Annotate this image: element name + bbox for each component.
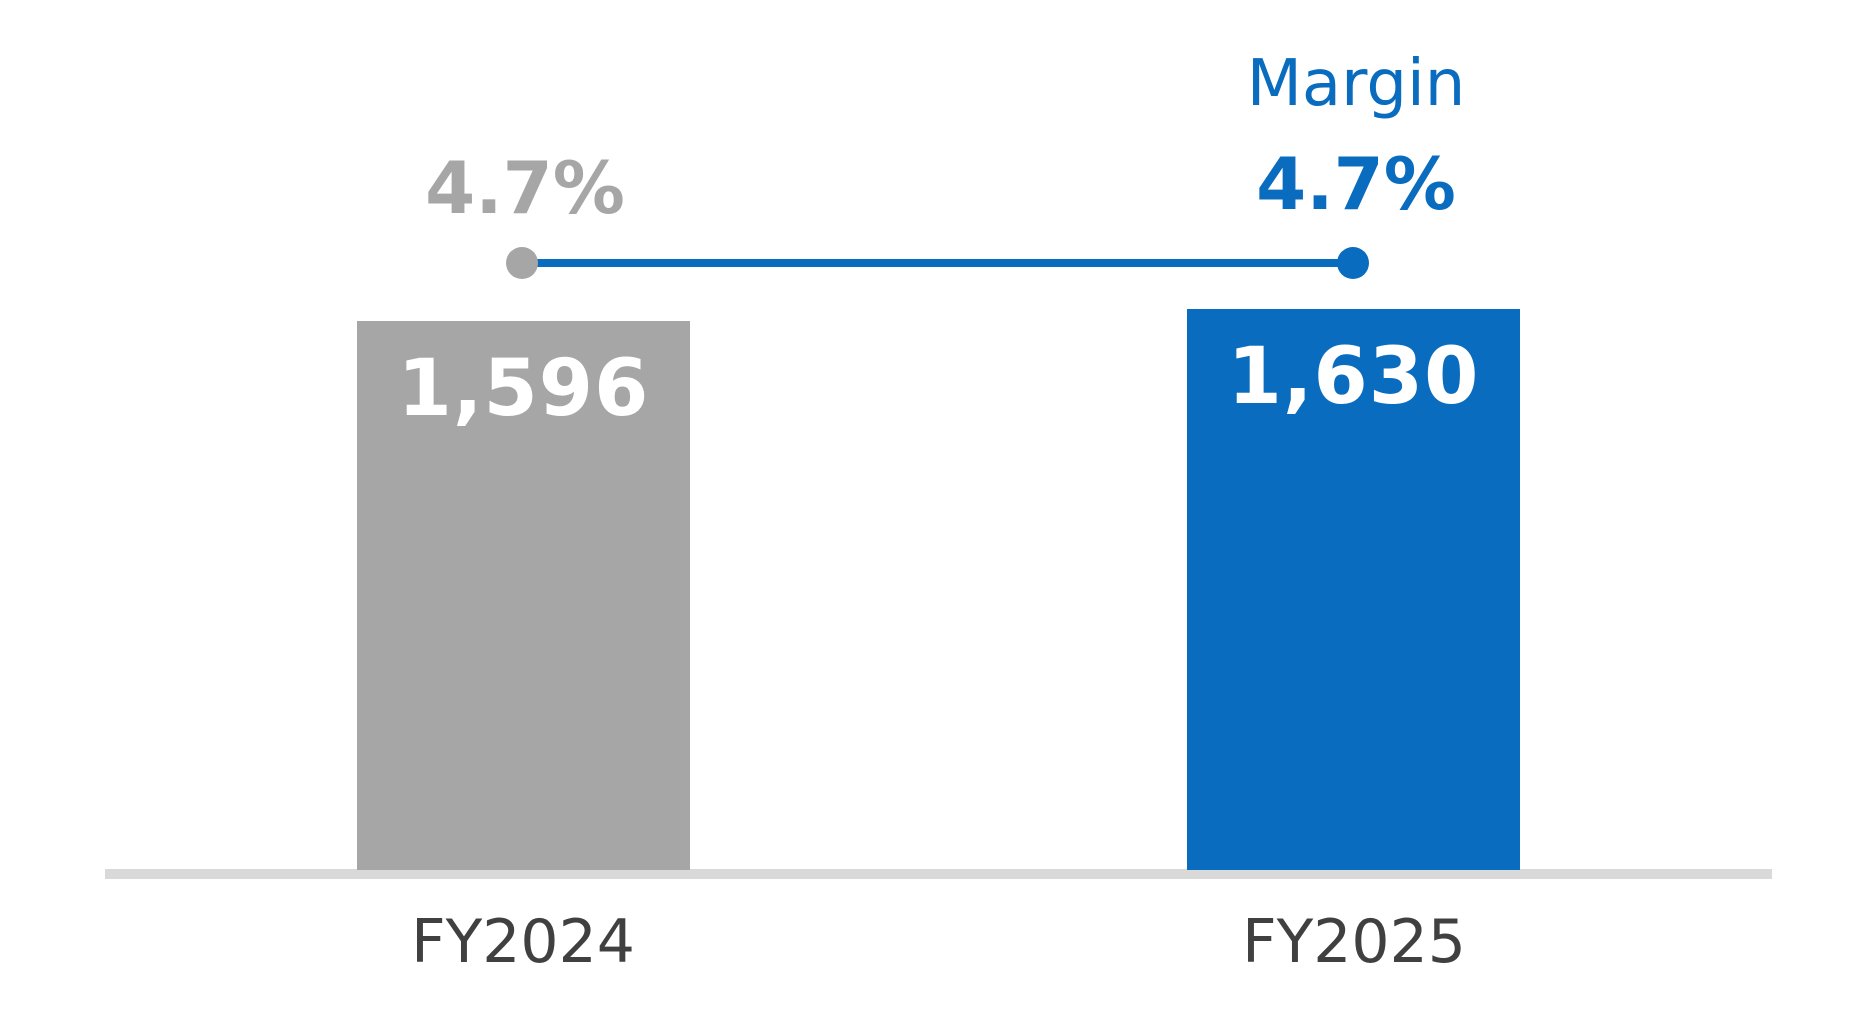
bar-value-label-fy2024: 1,596	[397, 344, 650, 434]
margin-connector-line	[522, 259, 1353, 267]
margin-pct-label-fy2025: 4.7%	[1256, 142, 1456, 226]
bar-value-label-fy2025: 1,630	[1227, 332, 1480, 422]
margin-series-title: Margin	[1246, 47, 1466, 121]
category-label-fy2024: FY2024	[411, 907, 635, 977]
margin-dot-fy2024	[506, 247, 538, 279]
margin-dot-fy2025	[1337, 247, 1369, 279]
bar-fy2024: 1,596	[357, 321, 690, 870]
x-axis-line	[105, 869, 1772, 879]
category-label-fy2025: FY2025	[1242, 907, 1466, 977]
bar-fy2025: 1,630	[1187, 309, 1520, 870]
margin-pct-label-fy2024: 4.7%	[425, 146, 625, 230]
